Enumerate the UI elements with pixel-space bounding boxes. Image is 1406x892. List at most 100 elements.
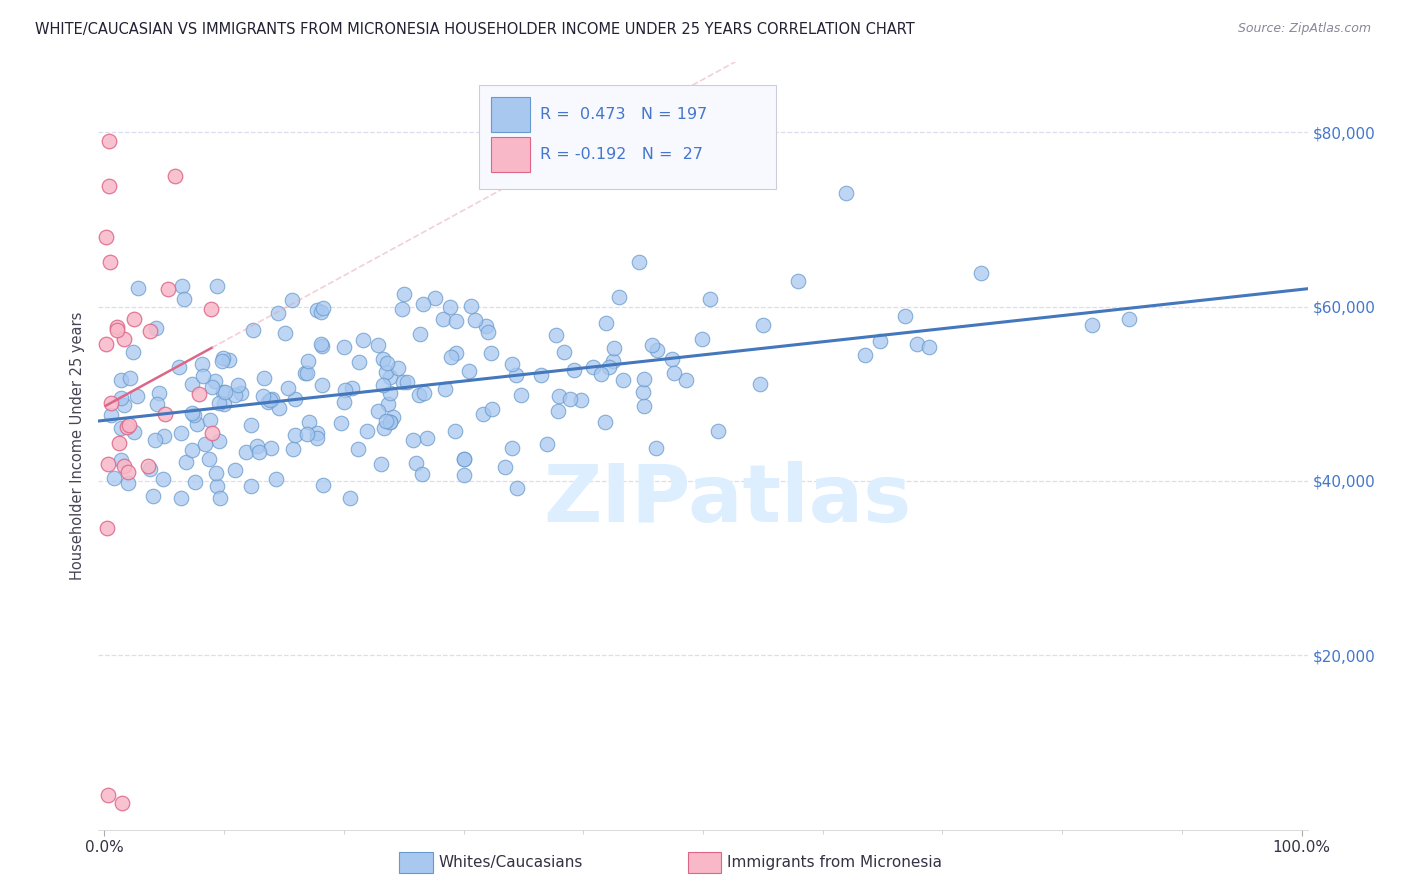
Point	[598, 359, 620, 374]
Point	[391, 375, 413, 389]
Point	[97, 458, 120, 472]
Point	[153, 408, 176, 422]
Point	[212, 397, 235, 411]
Point	[191, 369, 214, 384]
Point	[127, 389, 149, 403]
Point	[644, 441, 666, 455]
Point	[112, 332, 135, 346]
Point	[1080, 318, 1102, 333]
Point	[183, 475, 205, 489]
Point	[212, 385, 235, 400]
Point	[553, 344, 575, 359]
Point	[1118, 312, 1140, 326]
Point	[100, 409, 122, 423]
Point	[295, 366, 318, 380]
Point	[103, 471, 125, 485]
Point	[381, 410, 404, 425]
Point	[205, 478, 228, 492]
Point	[224, 388, 246, 402]
Point	[371, 351, 394, 366]
Point	[252, 389, 274, 403]
Point	[122, 345, 145, 359]
Point	[569, 393, 592, 408]
FancyBboxPatch shape	[492, 97, 530, 132]
Point	[749, 377, 772, 392]
Point	[98, 255, 121, 269]
Point	[187, 387, 209, 401]
Text: Whites/Caucasians: Whites/Caucasians	[439, 855, 583, 870]
Point	[127, 281, 149, 295]
Point	[181, 406, 204, 420]
Point	[214, 384, 236, 399]
Point	[180, 376, 202, 391]
Point	[373, 420, 395, 434]
Point	[396, 375, 419, 389]
Point	[309, 337, 332, 351]
Point	[246, 439, 269, 453]
Point	[172, 278, 194, 293]
Point	[640, 338, 662, 352]
Point	[198, 413, 221, 427]
Point	[918, 340, 941, 354]
Point	[107, 320, 129, 334]
Point	[633, 399, 655, 413]
Point	[380, 370, 402, 384]
Point	[581, 359, 603, 374]
Point	[444, 313, 467, 327]
Point	[157, 282, 180, 296]
Point	[371, 378, 394, 392]
Y-axis label: Householder Income Under 25 years: Householder Income Under 25 years	[70, 312, 86, 580]
Point	[105, 323, 128, 337]
Point	[235, 445, 257, 459]
Point	[298, 415, 321, 429]
Point	[139, 462, 162, 476]
Point	[138, 324, 160, 338]
Point	[558, 392, 581, 406]
Point	[440, 351, 463, 365]
Point	[378, 416, 401, 430]
Point	[173, 293, 195, 307]
Point	[367, 403, 389, 417]
Point	[198, 451, 221, 466]
Point	[477, 325, 499, 339]
Point	[169, 491, 191, 505]
Point	[111, 797, 134, 811]
Point	[434, 382, 457, 396]
Point	[242, 323, 264, 337]
Point	[349, 354, 371, 368]
Point	[356, 425, 378, 439]
Point	[661, 352, 683, 367]
Point	[352, 333, 374, 347]
Point	[112, 398, 135, 412]
Point	[218, 353, 240, 368]
Point	[97, 179, 120, 194]
Point	[262, 392, 284, 407]
Point	[239, 418, 262, 433]
Point	[152, 472, 174, 486]
Point	[444, 345, 467, 359]
Point	[530, 368, 553, 382]
Point	[391, 301, 413, 316]
Point	[751, 318, 773, 333]
Point	[501, 357, 523, 371]
Point	[340, 381, 363, 395]
Point	[110, 373, 132, 387]
Point	[152, 429, 174, 443]
Point	[312, 301, 335, 315]
Point	[374, 414, 396, 428]
Point	[108, 436, 131, 450]
Point	[699, 292, 721, 306]
Point	[100, 396, 122, 410]
Point	[110, 391, 132, 405]
Point	[181, 442, 204, 457]
Point	[690, 332, 713, 346]
Point	[224, 462, 246, 476]
Point	[347, 442, 370, 457]
Point	[505, 481, 527, 495]
Point	[603, 341, 626, 355]
Point	[112, 458, 135, 473]
Point	[375, 356, 398, 370]
Point	[330, 417, 353, 431]
Point	[309, 305, 332, 319]
Point	[205, 466, 228, 480]
